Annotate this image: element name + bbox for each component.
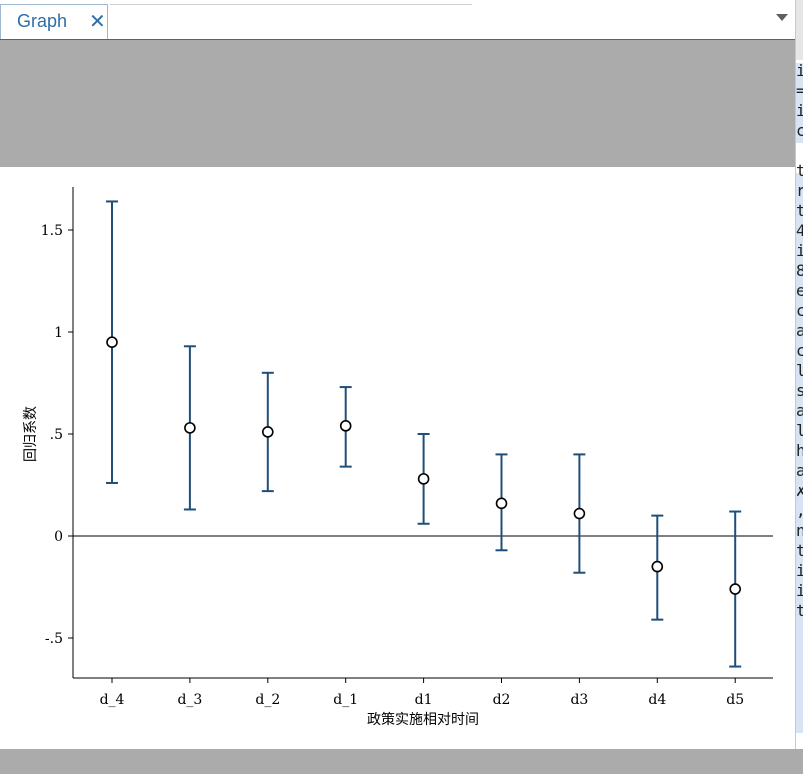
output-line-fragment: c [796, 341, 803, 361]
x-tick-label: d_1 [333, 692, 358, 708]
output-line-fragment: l [796, 361, 803, 381]
coefficient-point [495, 497, 508, 510]
y-tick-label: 1 [54, 325, 63, 341]
x-tick-label: d3 [570, 692, 588, 708]
coefficient-point [729, 583, 742, 595]
point-estimates [106, 336, 742, 595]
y-tick-label: 0 [54, 529, 63, 545]
event-study-chart: -.5 0 .5 1 1.5 d_4 d_3 d_2 d_1 d1 d2 d3 d4 d5 政策实施相对… [22, 187, 773, 728]
x-tick-label: d1 [415, 692, 433, 708]
y-axis-title: 回归系数 [22, 406, 39, 462]
y-ticks: -.5 0 .5 1 1.5 [41, 223, 73, 647]
output-line-fragment [796, 141, 803, 161]
output-line-fragment: e [796, 281, 803, 301]
output-line-fragment: c [796, 301, 803, 321]
output-line-fragment: l [796, 421, 803, 441]
output-line-fragment: 8 [796, 261, 803, 281]
x-tick-label: d_2 [255, 692, 280, 708]
output-line-fragment: = [796, 81, 803, 101]
coefficient-point [184, 422, 196, 434]
output-line-fragment: c [796, 121, 803, 141]
coefficient-point [573, 507, 586, 520]
graph-window-top-margin [0, 40, 795, 167]
coefficient-point [339, 420, 352, 432]
output-line-fragment: r [796, 181, 803, 201]
x-tick-label: d2 [493, 692, 511, 708]
output-line-fragment: n [796, 521, 803, 541]
x-tick-label: d_4 [100, 692, 125, 708]
output-line-fragment: t [796, 201, 803, 221]
close-icon[interactable]: ✕ [89, 9, 106, 33]
scrollbar-thumb[interactable] [796, 0, 803, 60]
output-line-fragment: ✗ [796, 481, 803, 501]
coefficient-point [261, 426, 274, 438]
x-axis-title: 政策实施相对时间 [367, 711, 479, 728]
output-line-fragment: , [796, 501, 803, 521]
output-line-fragment: t [796, 161, 803, 181]
output-line-fragment: i [796, 241, 803, 261]
output-line-fragment: i [796, 561, 803, 581]
output-line-fragment: a [796, 401, 803, 421]
output-line-fragment: i [796, 581, 803, 601]
coefficient-point [106, 336, 118, 348]
output-text-fragments: i=ic trt4i8ecaclsalha✗,ntiit [796, 61, 803, 621]
tab-underline [0, 39, 795, 40]
tab-strip-divider [110, 0, 472, 5]
tab-graph-label: Graph [17, 11, 68, 31]
graph-plot-area: -.5 0 .5 1 1.5 d_4 d_3 d_2 d_1 d1 d2 d3 d4 d5 政策实施相对… [0, 167, 795, 749]
output-line-fragment: i [796, 61, 803, 81]
tab-list-dropdown-icon[interactable] [776, 14, 788, 21]
output-line-fragment: a [796, 461, 803, 481]
output-line-fragment: i [796, 101, 803, 121]
output-line-fragment: s [796, 381, 803, 401]
x-tick-label: d5 [726, 692, 744, 708]
output-line-fragment: t [796, 601, 803, 621]
y-tick-label: -.5 [45, 631, 63, 647]
selection-highlight [796, 63, 803, 143]
output-line-fragment: a [796, 321, 803, 341]
tab-graph[interactable]: Graph ✕ [0, 4, 108, 39]
coefficient-point [417, 473, 430, 485]
y-tick-label: .5 [50, 427, 63, 443]
y-tick-label: 1.5 [41, 223, 63, 239]
output-line-fragment: 4 [796, 221, 803, 241]
tab-strip: Graph ✕ [0, 0, 795, 40]
selection-highlight [796, 173, 803, 733]
coefficient-point [651, 560, 664, 573]
x-ticks: d_4 d_3 d_2 d_1 d1 d2 d3 d4 d5 [100, 678, 744, 708]
axes [72, 187, 773, 679]
confidence-intervals [106, 200, 742, 668]
graph-window-bottom-margin [0, 749, 803, 774]
output-line-fragment: h [796, 441, 803, 461]
x-tick-label: d4 [648, 692, 666, 708]
x-tick-label: d_3 [177, 692, 202, 708]
right-panel-edge: i=ic trt4i8ecaclsalha✗,ntiit [795, 0, 803, 749]
output-line-fragment: t [796, 541, 803, 561]
